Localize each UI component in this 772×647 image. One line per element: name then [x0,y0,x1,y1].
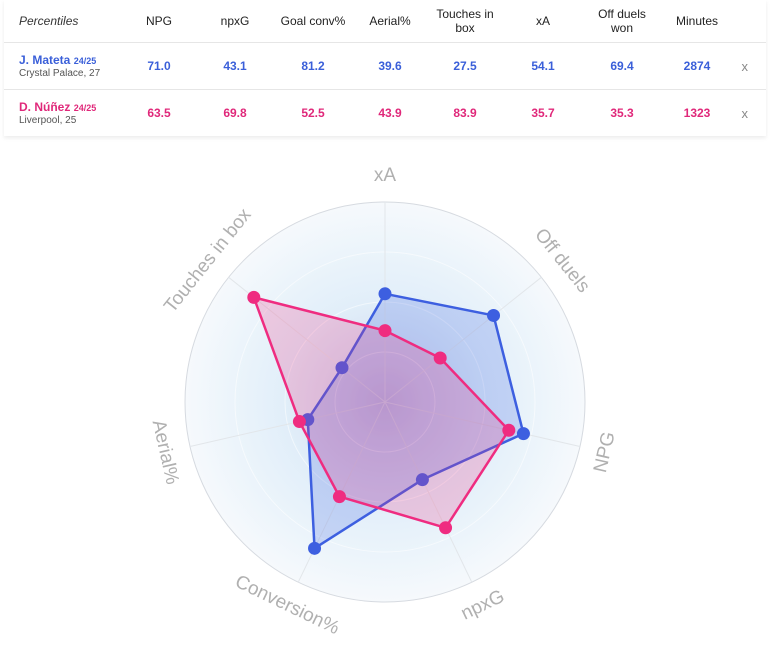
column-header-goal-conv[interactable]: Goal conv% [280,14,346,28]
value-npg: 63.5 [147,106,171,120]
series-point-2 [433,351,447,365]
value-goal-conv: 52.5 [301,106,325,120]
percentiles-table: Percentiles NPG npxG Goal conv% Aerial% … [4,0,766,136]
column-header-npxg[interactable]: npxG [220,14,250,28]
radar-spoke [384,276,542,403]
series-point-2 [247,290,261,304]
series-point-1 [516,427,530,441]
player-info: J. Mateta 24/25 Crystal Palace, 27 [19,43,100,89]
series-point-1 [335,361,349,375]
value-xa: 35.7 [531,106,555,120]
series-point-1 [378,287,392,301]
axis-label: xA [374,165,397,186]
value-minutes: 2874 [683,59,711,73]
series-point-1 [487,308,501,322]
axis-label: NPG [590,430,620,475]
value-touches-in-box: 27.5 [453,59,477,73]
series-point-2 [292,415,306,429]
value-minutes: 1323 [683,106,711,120]
player-info: D. Núñez 24/25 Liverpool, 25 [19,90,96,136]
series-point-2 [502,423,516,437]
radar-spoke [384,401,473,583]
player-row-mateta: J. Mateta 24/25 Crystal Palace, 27 71.0 … [4,43,766,90]
player-season: 24/25 [73,102,97,113]
series-point-2 [439,521,453,535]
remove-player-button[interactable]: x [741,105,749,121]
value-npg: 71.0 [147,59,171,73]
value-xa: 54.1 [531,59,555,73]
player-name[interactable]: J. Mateta [19,52,71,67]
value-aerial: 43.9 [378,106,402,120]
series-area-2 [252,296,511,530]
series-point-1 [308,541,322,555]
value-npxg: 43.1 [223,59,247,73]
value-npxg: 69.8 [223,106,247,120]
value-off-duels-won: 35.3 [610,106,634,120]
series-area-1 [306,292,525,550]
value-off-duels-won: 69.4 [610,59,634,73]
player-club: Liverpool, 25 [19,114,77,126]
percentiles-header: Percentiles [19,14,79,28]
column-header-aerial[interactable]: Aerial% [369,14,411,28]
column-header-xa[interactable]: xA [535,14,550,28]
table-header-row: Percentiles NPG npxG Goal conv% Aerial% … [4,0,766,43]
axis-label: Aerial% [148,418,183,487]
column-header-off-duels-won[interactable]: Off duels won [598,7,646,35]
series-point-2 [378,324,392,338]
radar-spoke [189,401,386,447]
player-row-nunez: D. Núñez 24/25 Liverpool, 25 63.5 69.8 5… [4,90,766,136]
player-season: 24/25 [73,55,97,66]
series-point-2 [332,490,346,504]
value-aerial: 39.6 [378,59,402,73]
player-name[interactable]: D. Núñez [19,99,71,114]
column-header-touches-in-box[interactable]: Touches in box [436,7,494,35]
value-goal-conv: 81.2 [301,59,325,73]
player-club: Crystal Palace, 27 [19,67,101,79]
remove-player-button[interactable]: x [741,58,749,74]
series-point-1 [415,473,429,487]
radar-spoke [384,401,581,447]
column-header-minutes[interactable]: Minutes [675,14,719,28]
column-header-npg[interactable]: NPG [145,14,172,28]
axis-label: npxG [458,586,508,625]
value-touches-in-box: 83.9 [453,106,477,120]
